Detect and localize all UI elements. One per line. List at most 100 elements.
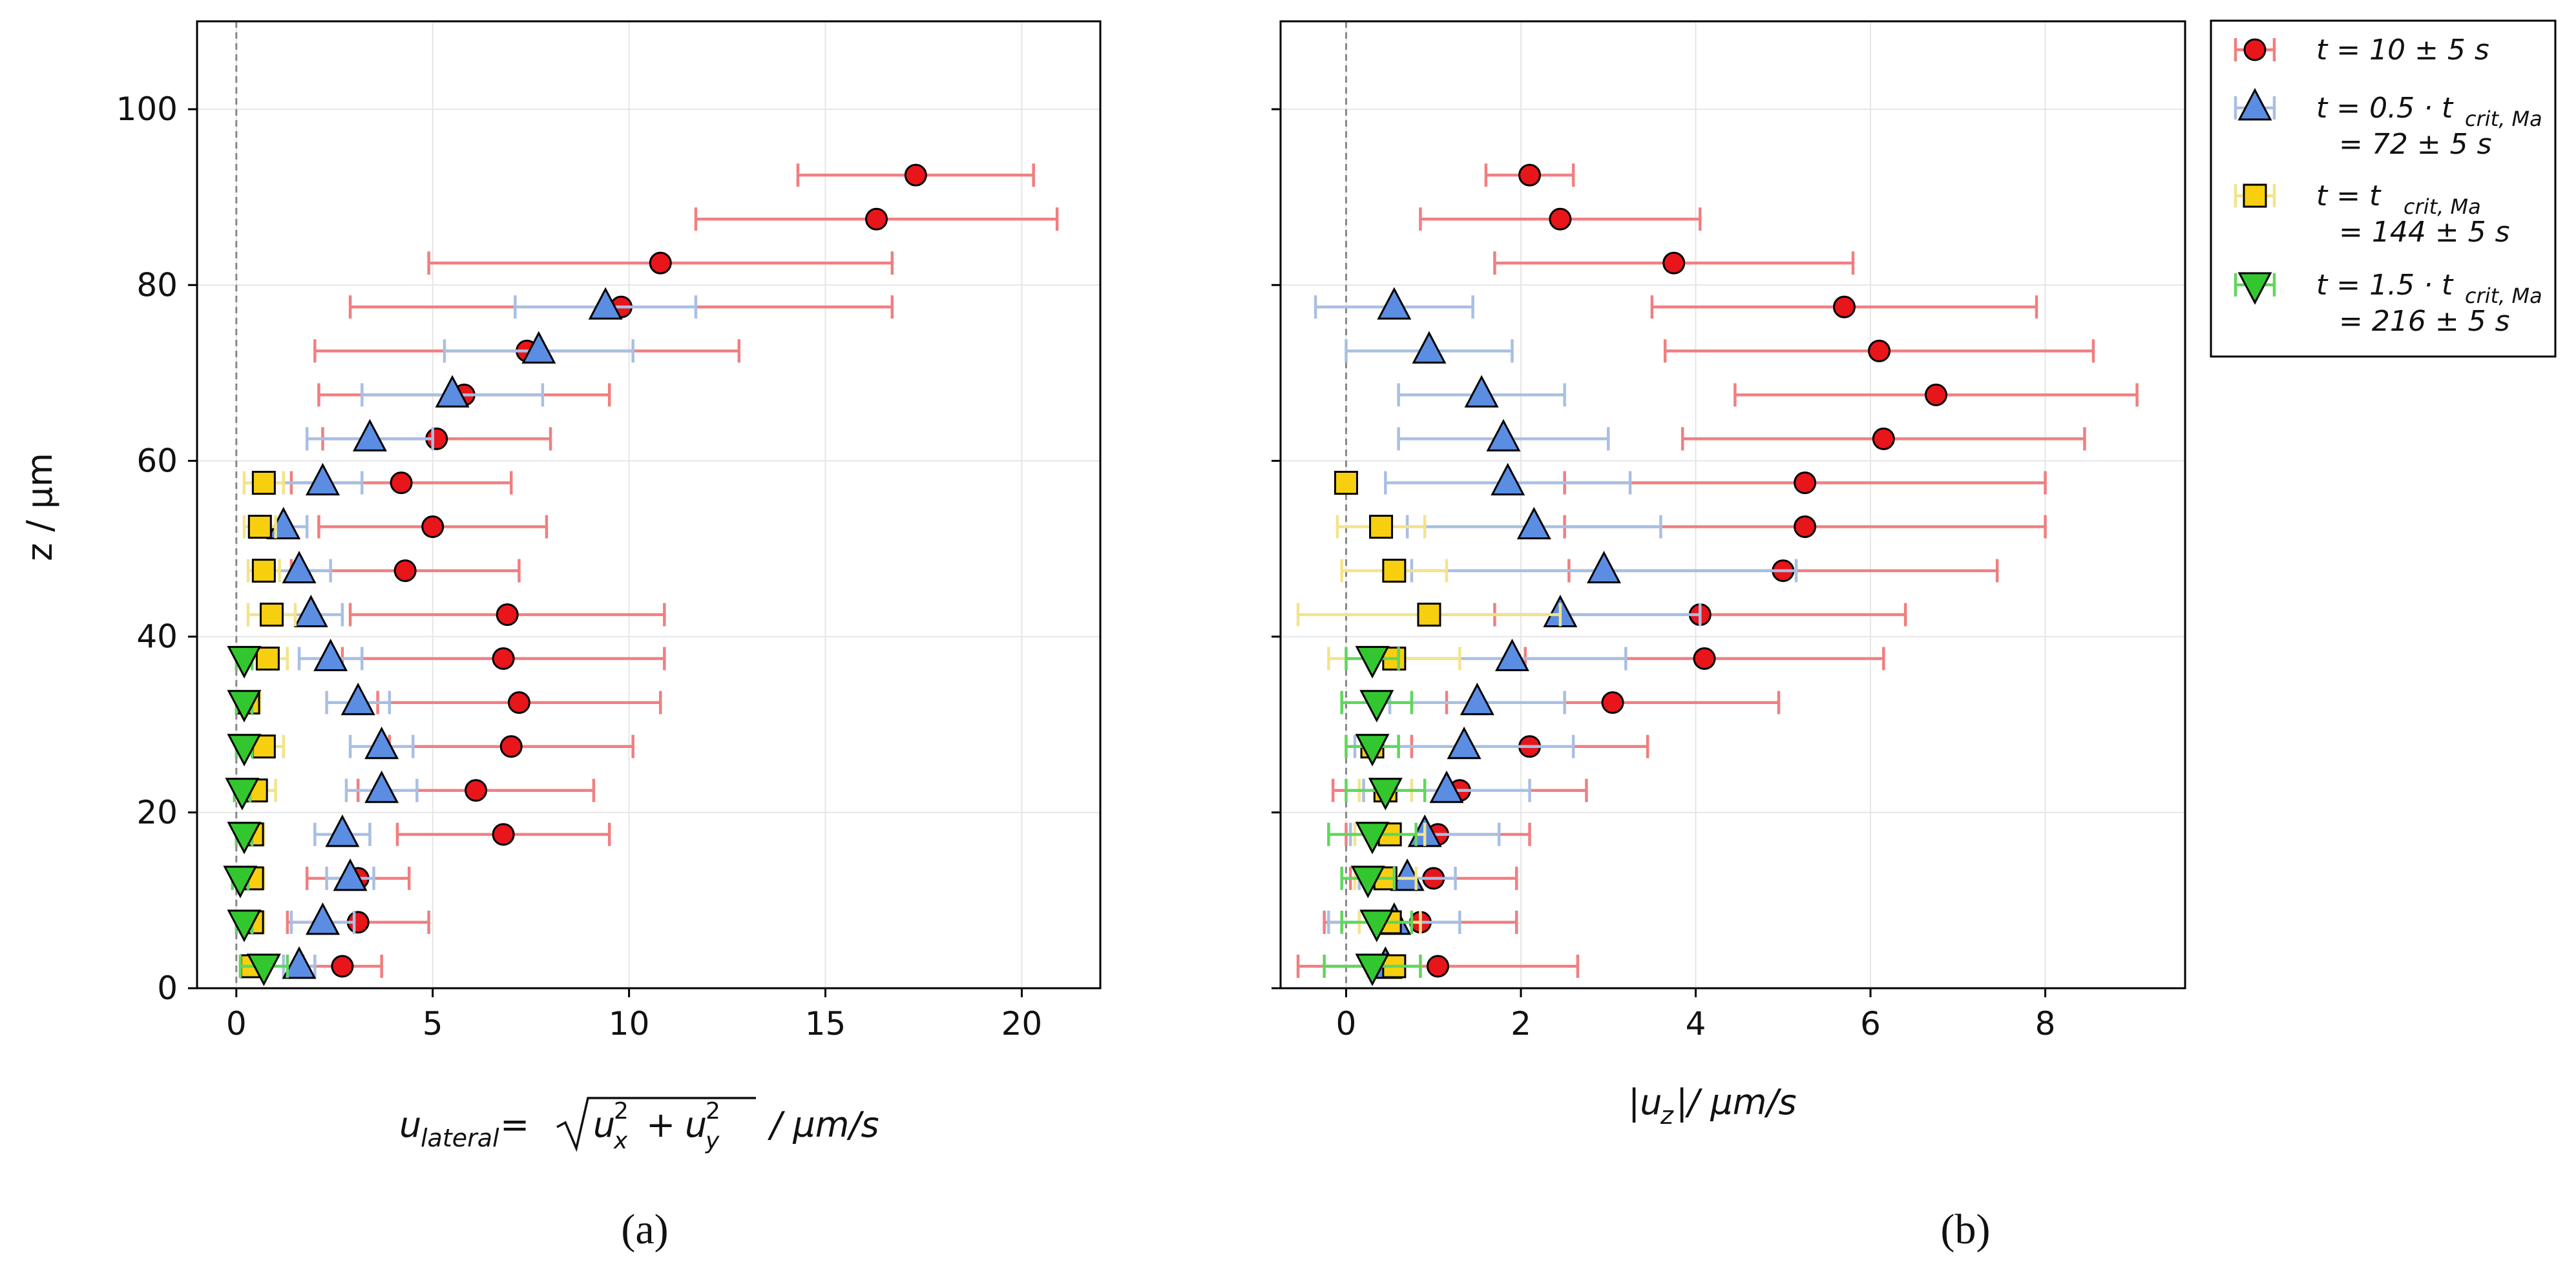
panel-a-chart: 0 5 10 15 20 0 20 40 60 80 100 z / µm u lateral = … xyxy=(19,20,1102,1253)
data-point-circle xyxy=(1872,427,1895,450)
data-point-triangle-up xyxy=(435,375,470,408)
data-point-circle xyxy=(496,603,519,627)
data-point-triangle-up xyxy=(1586,550,1621,584)
series-4 xyxy=(223,646,289,986)
x-tick-label: 4 xyxy=(1686,1005,1706,1042)
data-point-triangle-up xyxy=(1516,506,1551,540)
data-point-triangle-up xyxy=(1486,419,1521,451)
data-point-circle xyxy=(1426,955,1449,978)
data-point-triangle-down xyxy=(227,909,262,942)
data-point-triangle-up xyxy=(340,682,375,716)
svg-text:2: 2 xyxy=(706,1098,720,1125)
data-point-square xyxy=(247,515,272,539)
x-tick-label: 2 xyxy=(1511,1005,1531,1042)
panel-b-label: (b) xyxy=(1941,1206,1991,1253)
data-point-triangle-down xyxy=(1355,953,1390,986)
svg-text:+: + xyxy=(646,1104,675,1145)
data-point-triangle-up xyxy=(1429,770,1464,803)
data-point-triangle-down xyxy=(1368,778,1403,811)
data-point-circle xyxy=(1924,383,1947,406)
x-tick-label: 15 xyxy=(805,1005,846,1042)
data-point-circle xyxy=(492,647,515,670)
svg-text:t = 10 ± 5 s: t = 10 ± 5 s xyxy=(2316,34,2489,67)
svg-text:x: x xyxy=(613,1128,628,1154)
data-point-circle xyxy=(393,559,417,583)
y-tick-label: 0 xyxy=(157,969,178,1007)
data-point-triangle-down xyxy=(225,778,260,811)
data-point-circle xyxy=(492,823,515,846)
svg-text:crit, Ma: crit, Ma xyxy=(2465,284,2542,308)
data-point-circle xyxy=(1794,515,1817,539)
data-point-triangle-down xyxy=(227,734,262,767)
data-point-square xyxy=(1417,603,1441,627)
data-point-triangle-up xyxy=(306,902,340,935)
legend-marker-square xyxy=(2243,183,2267,208)
y-tick-label: 20 xyxy=(136,794,178,831)
data-point-triangle-down xyxy=(227,690,262,723)
data-point-triangle-down xyxy=(1350,866,1385,898)
legend-entry-s3: t = t crit, Ma = 144 ± 5 s xyxy=(2316,180,2510,249)
data-point-circle xyxy=(904,163,927,187)
svg-text:u: u xyxy=(685,1104,707,1145)
data-point-triangle-up xyxy=(1460,682,1494,716)
svg-text:crit, Ma: crit, Ma xyxy=(2465,107,2542,131)
data-point-triangle-up xyxy=(364,726,399,760)
svg-text:lateral: lateral xyxy=(421,1124,499,1152)
legend-entry-s2: t = 0.5 · t crit, Ma = 72 ± 5 s xyxy=(2316,92,2542,161)
x-tick-label: 20 xyxy=(1001,1005,1043,1042)
y-tick-label: 40 xyxy=(136,618,178,656)
y-tick-label: 60 xyxy=(136,442,178,479)
data-point-square xyxy=(255,647,280,671)
panel-a-xlabel: u lateral = u 2 x + u 2 y / µm/s xyxy=(399,1097,879,1154)
data-point-circle xyxy=(507,691,530,714)
data-point-triangle-down xyxy=(227,646,262,679)
svg-text:crit, Ma: crit, Ma xyxy=(2403,194,2481,219)
data-point-circle xyxy=(390,471,413,494)
data-point-triangle-up xyxy=(1377,287,1412,320)
data-point-triangle-down xyxy=(227,822,262,855)
legend-marker-triangle-down xyxy=(2237,272,2272,305)
data-point-circle xyxy=(499,735,523,758)
data-point-triangle-down xyxy=(246,953,281,986)
data-point-square xyxy=(1334,470,1358,495)
panel-a-label: (a) xyxy=(621,1206,668,1253)
data-point-triangle-up xyxy=(1464,375,1499,408)
data-point-circle xyxy=(1518,163,1542,187)
svg-text:t = 0.5 · t: t = 0.5 · t xyxy=(2316,92,2454,125)
y-tick-label: 100 xyxy=(116,90,178,128)
legend-frame xyxy=(2210,19,2557,358)
data-point-square xyxy=(251,559,276,583)
svg-text:/ µm/s: / µm/s xyxy=(1685,1082,1797,1123)
data-point-triangle-up xyxy=(333,858,368,891)
series-4 xyxy=(1323,646,1427,986)
data-point-triangle-up xyxy=(588,287,623,320)
data-point-triangle-up xyxy=(282,550,317,584)
svg-text:u: u xyxy=(399,1104,421,1145)
data-point-triangle-up xyxy=(364,770,399,803)
svg-text:= 144 ± 5 s: = 144 ± 5 s xyxy=(2339,216,2510,249)
data-point-triangle-down xyxy=(1359,690,1394,723)
x-tick-label: 10 xyxy=(609,1005,650,1042)
y-tick-label: 80 xyxy=(136,266,178,304)
svg-text:= 216 ± 5 s: = 216 ± 5 s xyxy=(2339,305,2510,338)
x-tick-label: 0 xyxy=(1336,1005,1357,1042)
svg-text:t = 1.5 · t: t = 1.5 · t xyxy=(2316,269,2454,302)
svg-text:2: 2 xyxy=(614,1098,629,1125)
data-point-square xyxy=(1382,559,1407,583)
panel-b-axes-frame xyxy=(1279,20,2186,990)
data-point-triangle-down xyxy=(223,866,258,898)
data-point-triangle-up xyxy=(1494,638,1529,672)
data-point-triangle-up xyxy=(1447,726,1482,760)
svg-text:= 72 ± 5 s: = 72 ± 5 s xyxy=(2339,128,2492,161)
panel-b-chart: 0 2 4 6 8 |u z | / µm/s (b) xyxy=(1272,20,2186,1253)
data-point-triangle-up xyxy=(1412,331,1447,364)
legend-marker-circle xyxy=(2243,38,2267,61)
svg-text:z: z xyxy=(1660,1101,1674,1130)
data-point-circle xyxy=(331,955,354,978)
data-point-triangle-up xyxy=(521,331,556,364)
svg-text:t = t: t = t xyxy=(2316,180,2382,212)
data-point-triangle-up xyxy=(293,594,328,628)
data-point-triangle-up xyxy=(325,814,360,847)
